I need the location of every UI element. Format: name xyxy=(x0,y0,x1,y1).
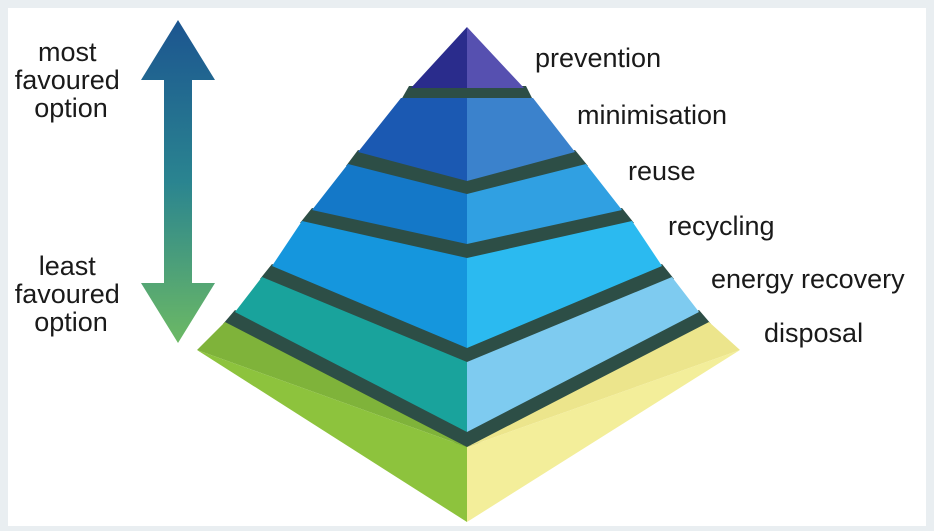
recycling-left-face xyxy=(272,221,467,348)
level-disposal xyxy=(197,322,740,522)
preference-arrow xyxy=(141,20,215,343)
level-separator xyxy=(401,86,533,100)
minimisation-right-face xyxy=(467,98,575,181)
disposal-left-face-top xyxy=(197,322,467,447)
reuse-left-face xyxy=(312,164,467,244)
label-disposal: disposal xyxy=(764,318,863,348)
recycling-right-face xyxy=(467,221,662,348)
energy-recovery-left-face xyxy=(235,277,467,432)
level-energy-recovery xyxy=(235,277,699,432)
label-recycling: recycling xyxy=(668,211,775,241)
pyramid-levels xyxy=(197,27,740,522)
prevention-right-face xyxy=(467,27,524,88)
most-favoured-label: most favoured option xyxy=(15,37,128,123)
prevention-left-face xyxy=(411,27,467,88)
label-energy-recovery: energy recovery xyxy=(711,264,905,294)
label-minimisation: minimisation xyxy=(577,100,727,130)
energy-recovery-right-face xyxy=(467,277,699,432)
minimisation-left-face xyxy=(358,98,467,181)
disposal-right-face-top xyxy=(467,322,740,447)
level-recycling xyxy=(272,221,662,348)
label-prevention: prevention xyxy=(535,43,661,73)
disposal-left-face xyxy=(197,350,467,522)
level-reuse xyxy=(312,164,622,244)
label-reuse: reuse xyxy=(628,156,696,186)
least-favoured-label: least favoured option xyxy=(15,251,128,337)
level-prevention xyxy=(411,27,524,88)
disposal-right-face xyxy=(467,350,740,522)
reuse-right-face xyxy=(467,164,622,244)
level-minimisation xyxy=(358,98,575,181)
